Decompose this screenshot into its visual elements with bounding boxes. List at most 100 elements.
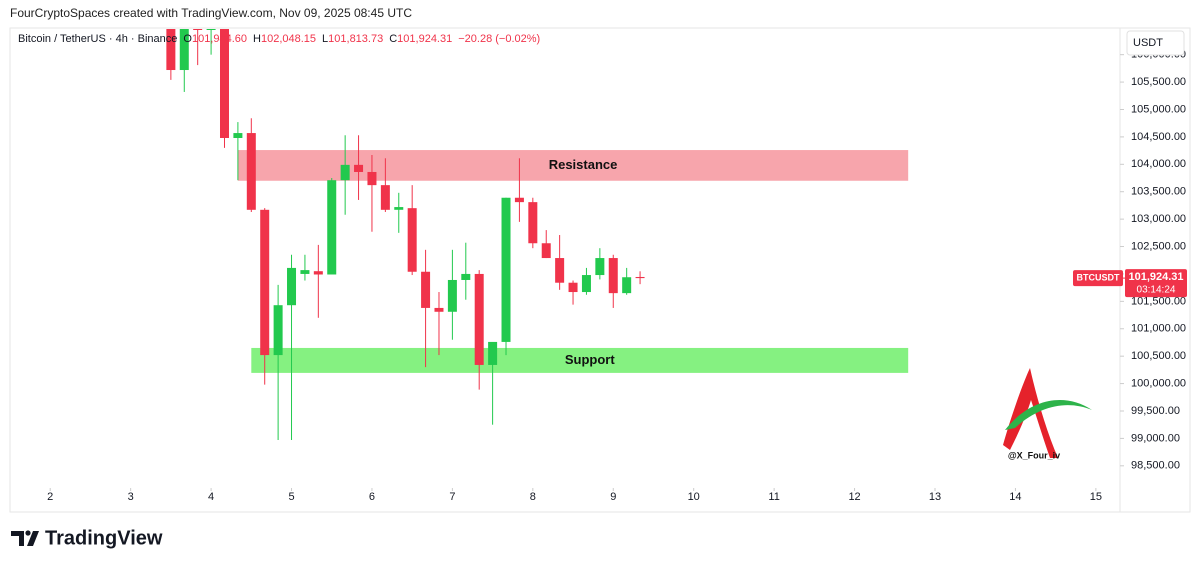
- y-tick-label: 103,000.00: [1131, 213, 1186, 225]
- candle-body: [246, 133, 256, 210]
- credit: FourCryptoSpaces created with TradingVie…: [10, 6, 412, 20]
- ohlc-value: 101,924.31: [397, 33, 452, 45]
- currency[interactable]: USDT: [1133, 37, 1163, 49]
- y-tick-label: 100,000.00: [1131, 377, 1186, 389]
- ohlc-label: O: [183, 33, 192, 45]
- candle-body: [233, 133, 243, 138]
- ohlc-legend: Bitcoin / TetherUS · 4h · Binance O 101,94…: [18, 33, 540, 45]
- watermark-logo: @X_Four_iv: [1003, 368, 1092, 460]
- y-tick-label: 101,000.00: [1131, 323, 1186, 335]
- candle-body: [447, 279, 457, 312]
- axes: 98,500.0099,000.0099,500.00100,000.00100…: [47, 49, 1187, 503]
- zone: [251, 347, 909, 373]
- y-tick-label: 102,500.00: [1131, 240, 1186, 252]
- ohlc-value: 101,944.60: [192, 33, 247, 45]
- tv-logo-dot: [25, 530, 31, 536]
- y-tick-label: 99,000.00: [1131, 432, 1180, 444]
- x-tick-label: 9: [610, 491, 616, 503]
- candle-body: [528, 202, 538, 244]
- candle-body: [514, 197, 524, 203]
- x-tick-label: 12: [848, 491, 860, 503]
- candle-body: [367, 171, 377, 186]
- candle-body: [488, 341, 498, 365]
- y-tick-label: 100,500.00: [1131, 350, 1186, 362]
- candle-body: [474, 273, 484, 365]
- price-tag-price: 101,924.31: [1128, 271, 1183, 283]
- candle-body: [193, 29, 203, 30]
- ohlc-label: C: [389, 33, 397, 45]
- y-tick-label: 98,500.00: [1131, 460, 1180, 472]
- candle-body: [340, 164, 350, 181]
- x-tick-label: 6: [369, 491, 375, 503]
- x-tick-label: 11: [768, 491, 779, 503]
- y-tick-label: 103,500.00: [1131, 186, 1186, 198]
- zone-label: Resistance: [549, 157, 618, 172]
- candle-body: [501, 197, 511, 342]
- candle-body: [595, 258, 605, 276]
- candle-body: [179, 29, 189, 71]
- candle-body: [568, 282, 578, 293]
- candle-body: [166, 29, 176, 71]
- x-tick-label: 14: [1009, 491, 1021, 503]
- footer-brand: TradingView: [45, 527, 163, 549]
- y-tick-label: 104,500.00: [1131, 131, 1186, 143]
- y-tick-label: 99,500.00: [1131, 405, 1180, 417]
- x-tick-label: 7: [449, 491, 455, 503]
- candle-body: [461, 273, 471, 280]
- candle-body: [635, 276, 645, 279]
- candle-body: [581, 275, 591, 293]
- symbol: Bitcoin / TetherUS · 4h · Binance: [18, 33, 177, 45]
- x-tick-label: 8: [530, 491, 536, 503]
- candle-body: [300, 270, 310, 274]
- tv-logo-t: [11, 531, 24, 546]
- x-tick-label: 5: [288, 491, 294, 503]
- ohlc-value: 102,048.15: [261, 33, 316, 45]
- watermark-text: @X_Four_iv: [1008, 450, 1060, 460]
- candle-body: [354, 164, 364, 172]
- x-tick-label: 13: [929, 491, 941, 503]
- x-tick-label: 2: [47, 491, 53, 503]
- price-tag-countdown: 03:14:24: [1137, 285, 1176, 296]
- candle-body: [555, 258, 565, 283]
- price-tag-symbol-box: [1073, 270, 1123, 287]
- chart-frame: [9, 27, 1191, 513]
- candle-body: [206, 29, 216, 30]
- y-tick-label: 105,000.00: [1131, 103, 1186, 115]
- ohlc-label: L: [322, 33, 328, 45]
- logo-a: [1003, 368, 1058, 458]
- candle-body: [273, 305, 283, 356]
- ohlc-label: H: [253, 33, 261, 45]
- candle-body: [541, 243, 551, 259]
- candle-body: [219, 29, 229, 138]
- ohlc-value: 101,813.73: [328, 33, 383, 45]
- candle-body: [287, 267, 297, 306]
- candle-body: [434, 307, 444, 312]
- x-tick-label: 4: [208, 491, 214, 503]
- zone-label: Support: [565, 352, 615, 367]
- y-tick-label: 104,000.00: [1131, 158, 1186, 170]
- ohlc-value: −20.28 (−0.02%): [458, 33, 540, 45]
- footer-logo: [11, 530, 39, 546]
- candle-body: [407, 208, 417, 272]
- candle-body: [394, 207, 404, 210]
- candle-body: [622, 277, 632, 294]
- y-tick-label: 105,500.00: [1131, 76, 1186, 88]
- logo-swoosh: [1005, 399, 1092, 430]
- x-tick-label: 10: [688, 491, 700, 503]
- candle-body: [380, 185, 390, 210]
- currency-box[interactable]: [1126, 30, 1185, 56]
- candle-body: [327, 180, 337, 275]
- price-tag-symbol: BTCUSDT: [1077, 272, 1120, 282]
- x-tick-label: 15: [1090, 491, 1102, 503]
- candle-body: [421, 271, 431, 308]
- plot-area: Resistance Support: [166, 29, 909, 441]
- price-tag-box: [1125, 269, 1187, 298]
- candle-body: [260, 209, 270, 356]
- x-tick-label: 3: [128, 491, 134, 503]
- candle-body: [608, 258, 618, 294]
- candle-body: [313, 271, 323, 275]
- tv-logo-v: [27, 531, 39, 546]
- y-tick-label: 101,500.00: [1131, 295, 1186, 307]
